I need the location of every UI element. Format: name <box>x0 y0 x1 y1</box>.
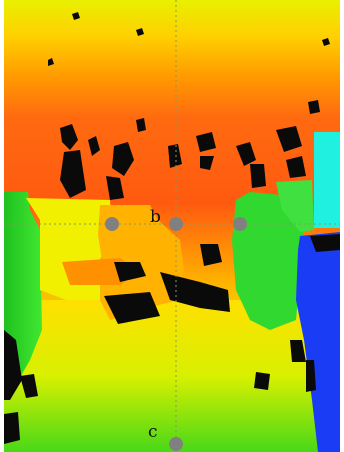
floor-region <box>4 300 340 452</box>
depth-holes <box>4 12 330 444</box>
marker-left <box>105 217 119 231</box>
marker-c <box>169 437 183 451</box>
right-green-chair <box>232 192 304 330</box>
blue-near-object <box>296 232 340 452</box>
marker-label-b: b <box>150 207 161 227</box>
marker-right <box>233 217 247 231</box>
marker-b <box>169 217 183 231</box>
cyan-cabinet <box>314 132 340 228</box>
center-chair <box>98 205 184 320</box>
blue-object-shadow <box>310 234 340 252</box>
marker-label-c: c <box>148 422 158 442</box>
right-green-back <box>276 180 314 232</box>
